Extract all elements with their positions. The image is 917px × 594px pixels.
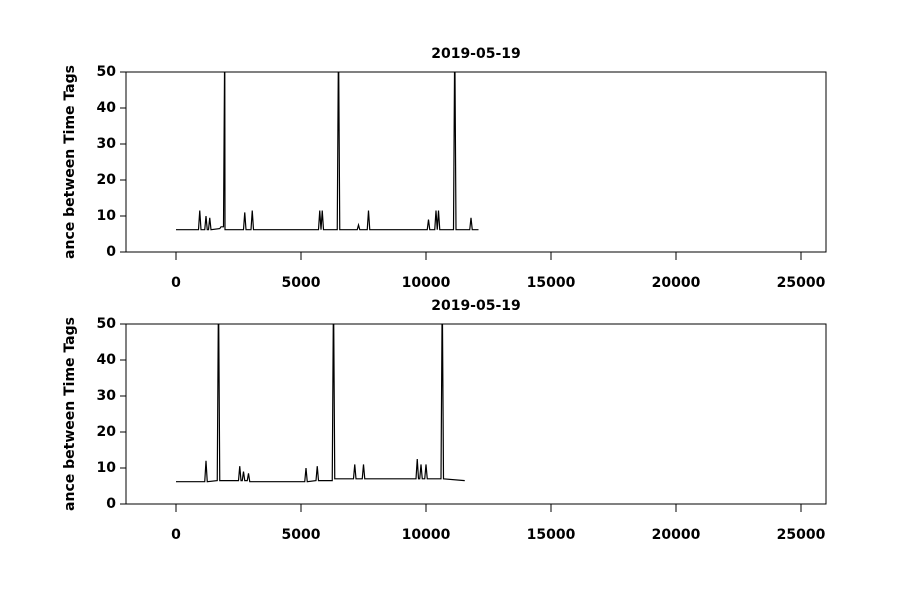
x-tick-label: 10000 (402, 527, 451, 543)
y-tick-label: 50 (97, 316, 117, 332)
panel: 2019-05-19 ance between Time Tags 0 10 20 30 4… (62, 46, 827, 291)
y-axis-label: ance between Time Tags (62, 65, 78, 259)
plot-frame (125, 71, 827, 253)
y-tick-label: 0 (106, 496, 116, 512)
x-tick-label: 10000 (402, 275, 451, 291)
y-tick-label: 30 (97, 136, 117, 152)
y-tick-label: 40 (97, 100, 117, 116)
x-tick-label: 15000 (527, 275, 576, 291)
x-tick-label: 0 (171, 275, 181, 291)
chart-title: 2019-05-19 (431, 46, 521, 62)
x-tick-label: 15000 (527, 527, 576, 543)
x-tick-label: 20000 (652, 275, 701, 291)
x-tick-label: 25000 (777, 275, 826, 291)
plot-frame (125, 323, 827, 505)
panel: 2019-05-19 ance between Time Tags 0 10 20 30 4… (62, 298, 827, 543)
y-tick-label: 10 (97, 208, 117, 224)
y-axis-label: ance between Time Tags (62, 317, 78, 511)
x-tick-label: 20000 (652, 527, 701, 543)
x-tick-label: 0 (171, 527, 181, 543)
line-series (176, 72, 479, 231)
y-tick-label: 50 (97, 64, 117, 80)
line-series (176, 324, 465, 483)
y-tick-label: 40 (97, 352, 117, 368)
y-tick-label: 30 (97, 388, 117, 404)
y-tick-label: 0 (106, 244, 116, 260)
x-tick-label: 5000 (282, 275, 321, 291)
y-tick-label: 20 (97, 172, 117, 188)
x-tick-label: 25000 (777, 527, 826, 543)
chart-title: 2019-05-19 (431, 298, 521, 314)
y-tick-label: 20 (97, 424, 117, 440)
y-tick-label: 10 (97, 460, 117, 476)
x-tick-label: 5000 (282, 527, 321, 543)
